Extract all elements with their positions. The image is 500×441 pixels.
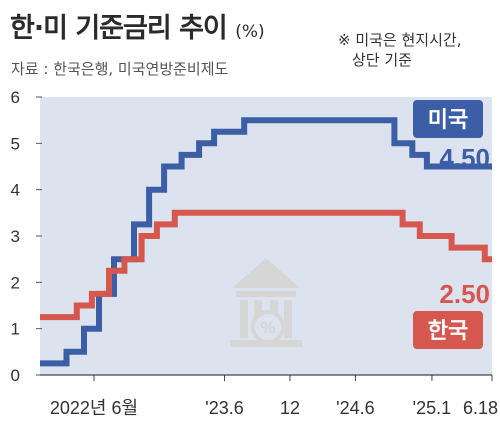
y-tick-label: 4	[11, 181, 20, 200]
series-lines	[40, 117, 492, 367]
x-tick-label: '24.6	[336, 398, 374, 418]
y-tick-label: 6	[11, 88, 20, 107]
us-name-label: 미국	[428, 107, 468, 132]
footnote-line-2: 상단 기준	[352, 51, 412, 69]
y-axis: 0 1 2 3 4 5 6	[11, 88, 42, 385]
y-tick-label: 2	[11, 273, 20, 292]
us-rate-line	[40, 117, 492, 367]
y-tick-label: 3	[11, 227, 20, 246]
x-tick-label: 2022년 6월	[50, 398, 138, 418]
x-axis: 2022년 6월 '23.6 12 '24.6 '25.1 6.18	[40, 374, 498, 418]
x-tick-label: '25.1	[413, 398, 451, 418]
chart-title-text: 한·미 기준금리 추이	[10, 13, 228, 44]
y-tick-label: 5	[11, 134, 20, 153]
icon-roof	[232, 258, 300, 288]
icon-column	[284, 300, 292, 338]
korea-name-badge	[413, 311, 483, 349]
x-tick-label: '23.6	[205, 398, 243, 418]
icon-column	[240, 300, 248, 338]
us-name-badge	[413, 100, 483, 138]
footnote-line-1: ※ 미국은 현지시간,	[338, 31, 462, 49]
y-tick-label: 0	[11, 366, 20, 385]
source-note: 자료 : 한국은행, 미국연방준비제도	[11, 60, 229, 78]
x-tick-label: 12	[280, 398, 300, 418]
icon-percent-circle	[251, 310, 285, 344]
footnote: ※ 미국은 현지시간, 상단 기준	[338, 30, 461, 70]
icon-beam	[236, 291, 296, 297]
us-value-label: 4.50	[439, 143, 490, 173]
y-tick-label: 1	[11, 320, 20, 339]
chart-title-unit: (%)	[235, 22, 265, 42]
bank-percent-icon: %	[230, 258, 302, 347]
x-tick-label: 6.18	[463, 398, 498, 418]
korea-name-label: 한국	[428, 318, 468, 343]
korea-rate-line	[40, 209, 492, 321]
korea-value-label: 2.50	[439, 279, 490, 309]
icon-percent-sign: %	[260, 318, 275, 337]
series-labels: 미국 4.50 2.50 한국	[413, 100, 490, 349]
chart-title: 한·미 기준금리 추이 (%)	[10, 12, 265, 49]
